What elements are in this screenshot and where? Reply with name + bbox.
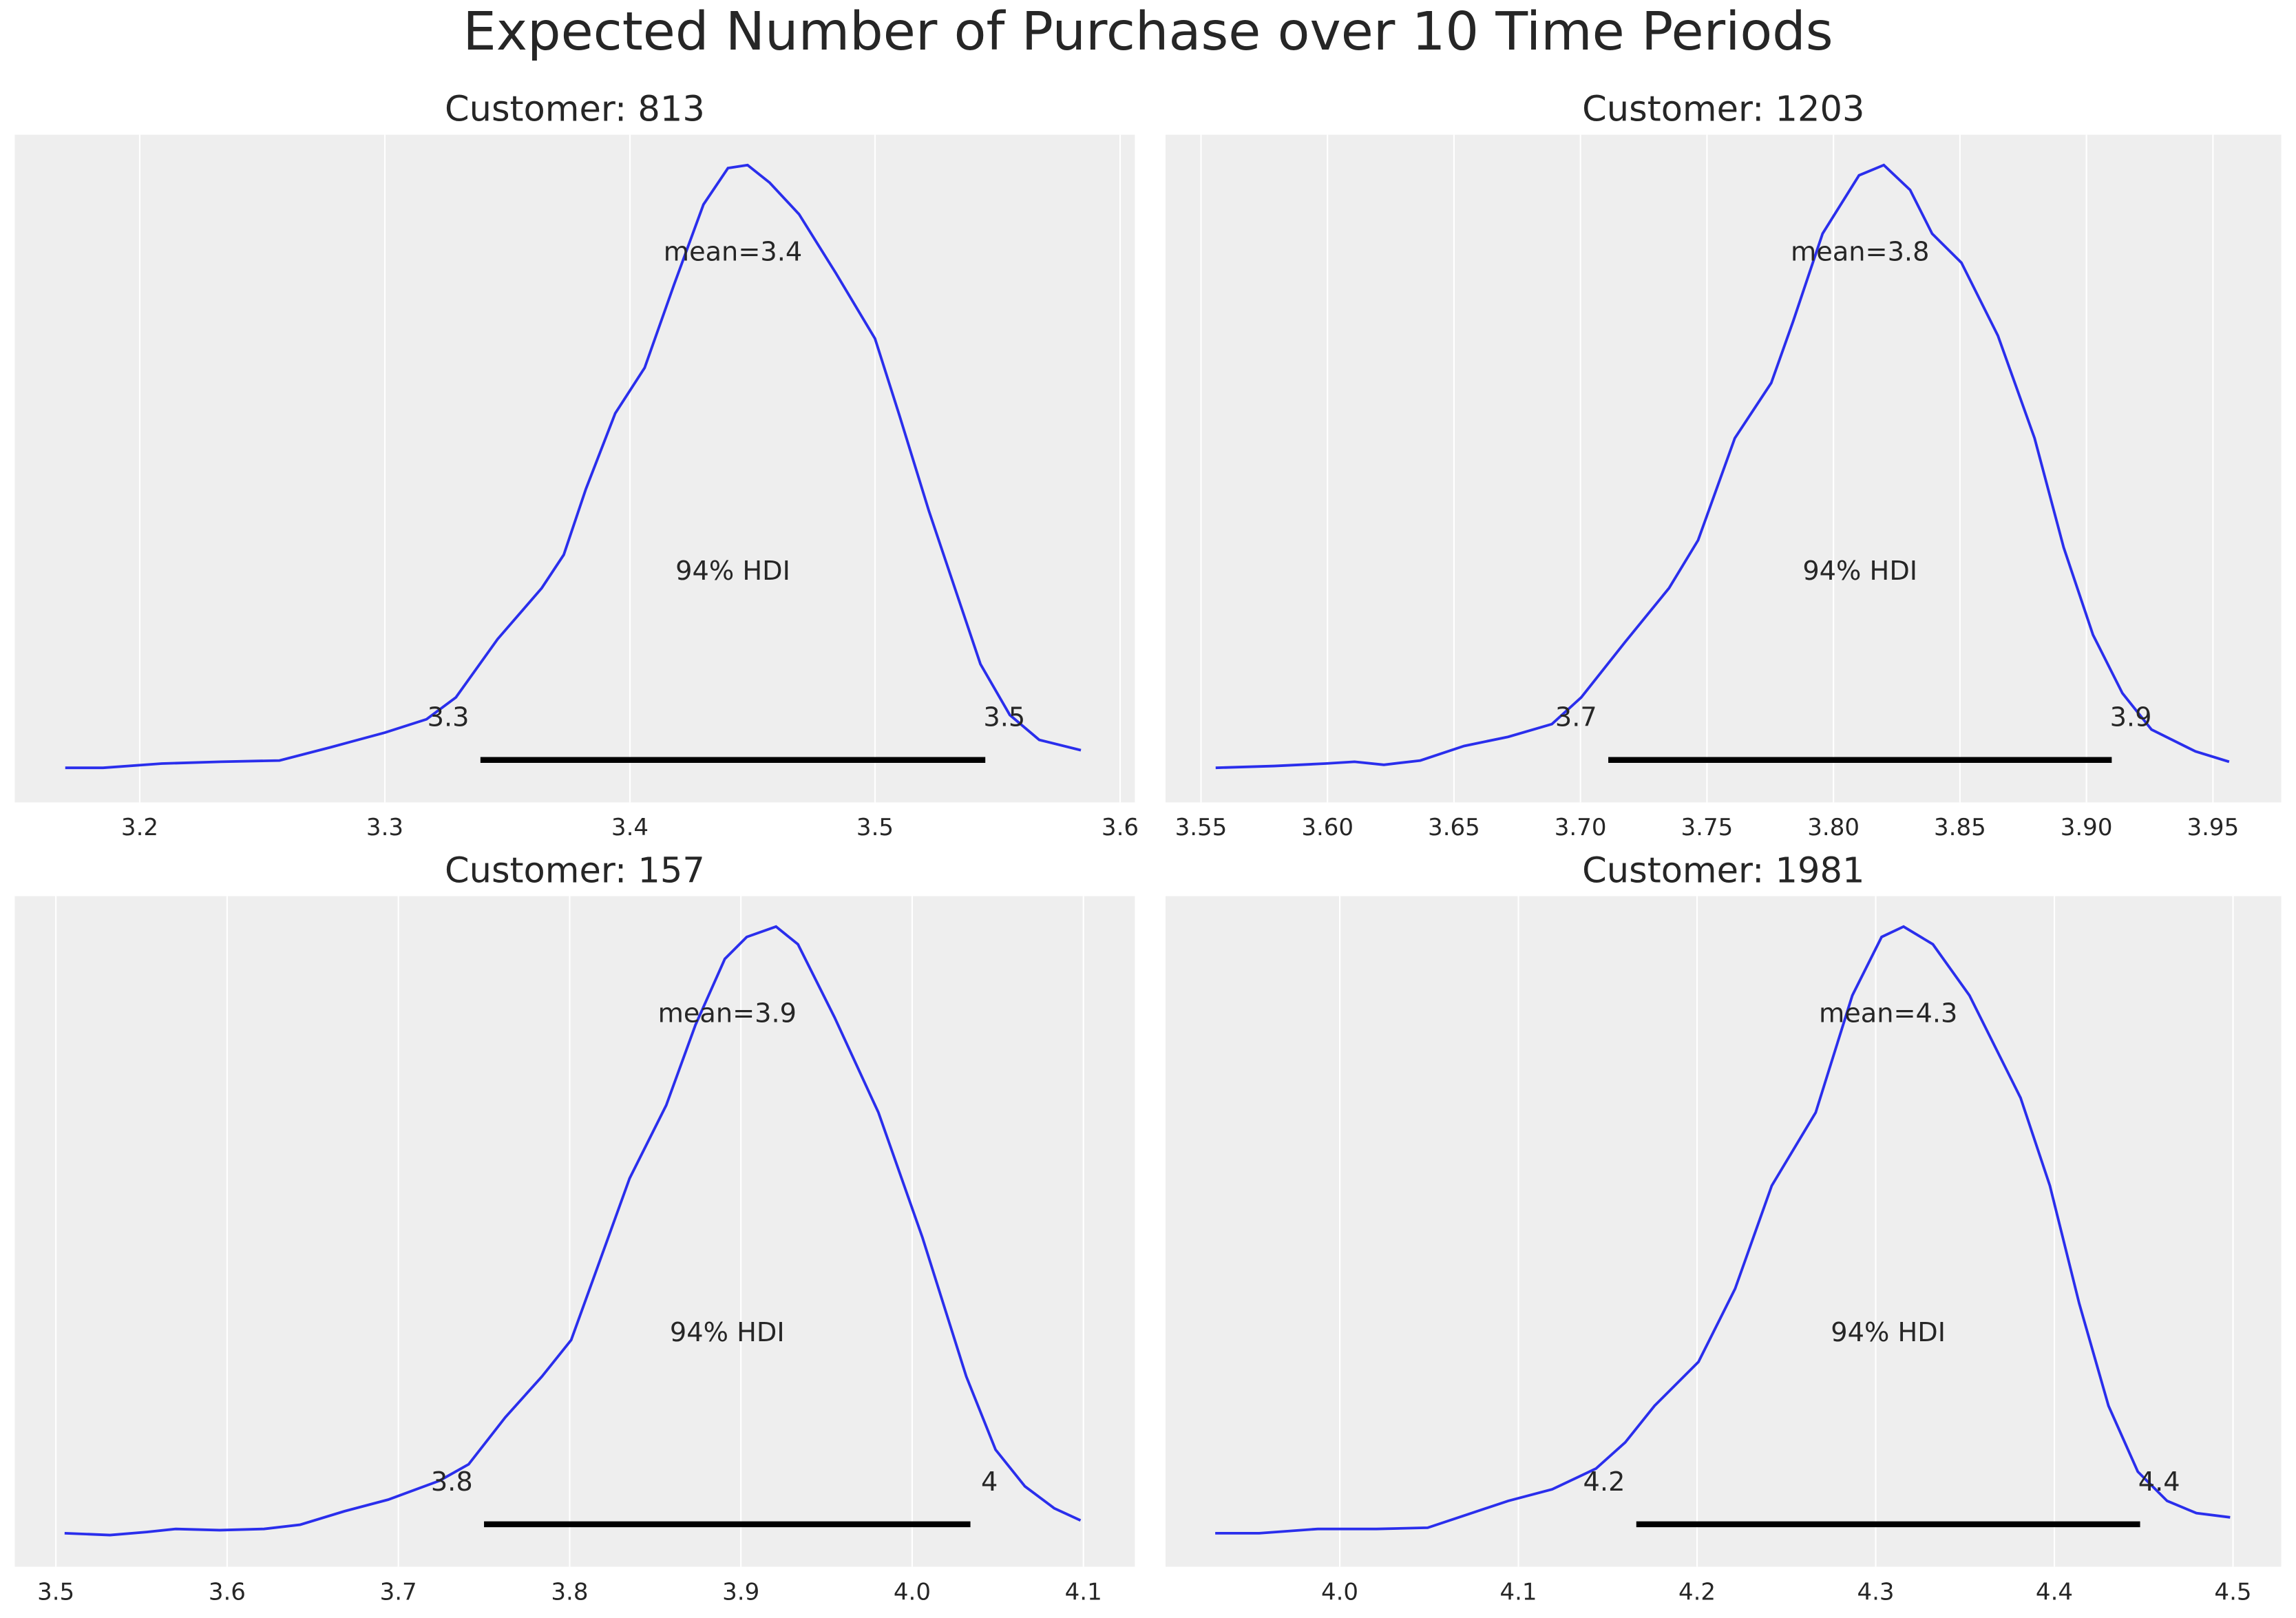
panel-title: Customer: 1203 [1582, 90, 1864, 130]
hdi-label: 94% HDI [1831, 1317, 1946, 1348]
x-tick-label: 3.6 [209, 1578, 246, 1606]
x-tick-label: 3.4 [611, 814, 649, 841]
hdi-label: 94% HDI [1802, 556, 1917, 587]
figure-title: Expected Number of Purchase over 10 Time… [463, 1, 1833, 63]
plot-area [1166, 896, 2282, 1567]
hdi-low-label: 4.2 [1583, 1467, 1625, 1498]
x-tick-label: 3.65 [1428, 814, 1480, 841]
hdi-low-label: 3.7 [1555, 702, 1597, 733]
x-tick-label: 4.1 [1065, 1578, 1102, 1606]
mean-label: mean=3.8 [1791, 236, 1929, 267]
x-tick-label: 3.2 [121, 814, 158, 841]
x-tick-label: 3.95 [2187, 814, 2239, 841]
x-tick-label: 4.5 [2214, 1578, 2251, 1606]
panel-title: Customer: 157 [445, 851, 705, 892]
mean-label: mean=3.4 [664, 236, 802, 267]
x-tick-label: 3.8 [551, 1578, 588, 1606]
x-tick-label: 3.85 [1934, 814, 1986, 841]
hdi-low-label: 3.8 [431, 1467, 473, 1498]
x-tick-label: 3.60 [1301, 814, 1354, 841]
x-tick-label: 3.70 [1555, 814, 1607, 841]
x-tick-label: 4.3 [1857, 1578, 1894, 1606]
hdi-label: 94% HDI [670, 1317, 785, 1348]
panel-title: Customer: 813 [445, 90, 705, 130]
x-tick-label: 3.75 [1681, 814, 1734, 841]
panel-title: Customer: 1981 [1582, 851, 1864, 892]
x-tick-label: 4.0 [894, 1578, 931, 1606]
mean-label: mean=3.9 [658, 998, 797, 1029]
x-tick-label: 3.9 [722, 1578, 759, 1606]
x-tick-label: 4.0 [1321, 1578, 1358, 1606]
hdi-high-label: 4 [981, 1467, 998, 1498]
x-tick-label: 3.55 [1175, 814, 1228, 841]
density-curve [65, 163, 1082, 770]
density-curve [1215, 925, 2231, 1535]
hdi-high-label: 3.5 [983, 702, 1025, 733]
plot-area [14, 134, 1135, 803]
hdi-high-label: 3.9 [2110, 702, 2152, 733]
hdi-low-label: 3.3 [428, 702, 470, 733]
hdi-high-label: 4.4 [2138, 1467, 2180, 1498]
mean-label: mean=4.3 [1819, 998, 1957, 1029]
x-tick-label: 3.5 [37, 1578, 74, 1606]
x-tick-label: 3.3 [366, 814, 403, 841]
x-tick-label: 4.1 [1499, 1578, 1537, 1606]
x-tick-label: 3.6 [1102, 814, 1139, 841]
x-tick-label: 4.4 [2036, 1578, 2073, 1606]
x-tick-label: 3.7 [380, 1578, 417, 1606]
x-tick-label: 3.5 [856, 814, 894, 841]
density-curve [64, 925, 1082, 1537]
density-curve [1215, 163, 2230, 770]
x-tick-label: 3.80 [1807, 814, 1860, 841]
plot-area [14, 896, 1135, 1567]
x-tick-label: 3.90 [2061, 814, 2113, 841]
hdi-label: 94% HDI [675, 556, 790, 587]
x-tick-label: 4.2 [1678, 1578, 1716, 1606]
